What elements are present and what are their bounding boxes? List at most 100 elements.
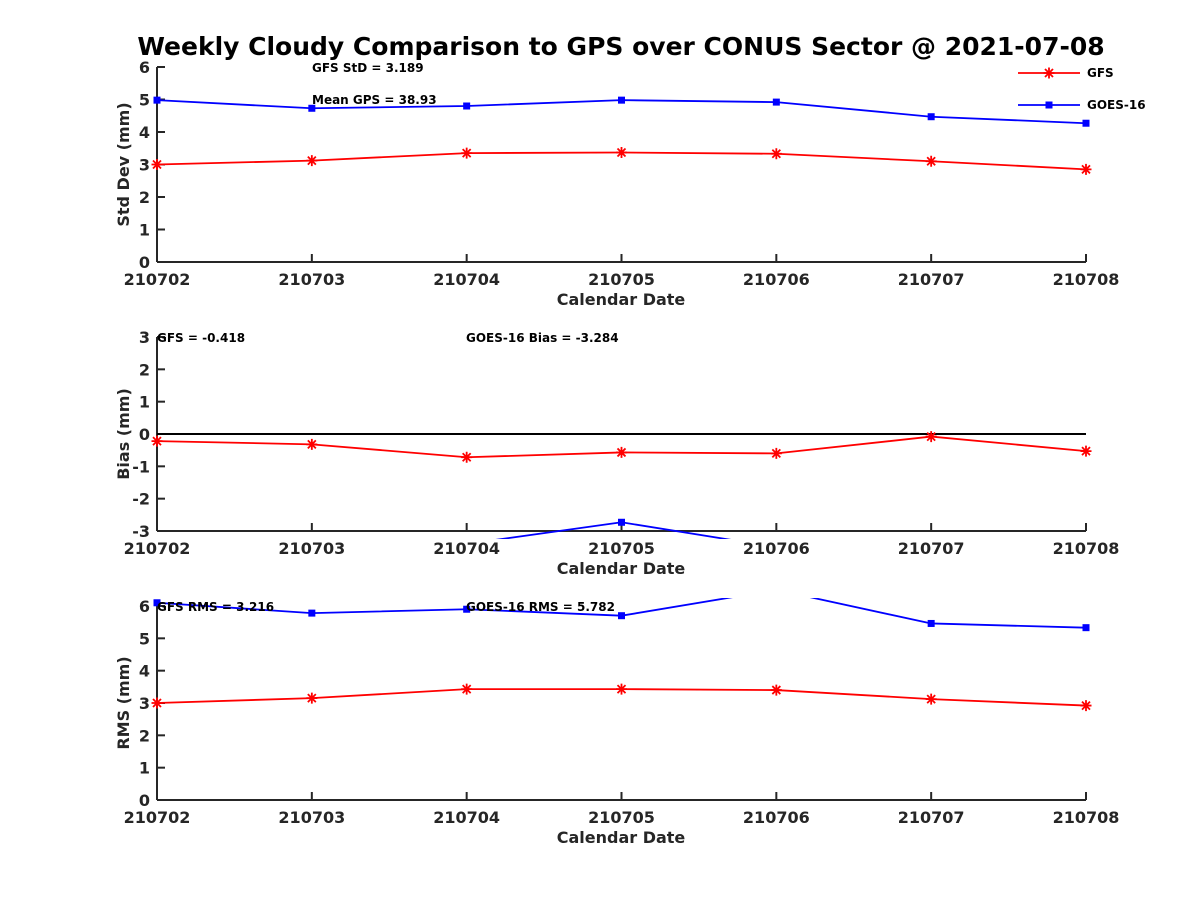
data-point [463, 605, 471, 613]
y-tick-label: 3 [139, 156, 150, 175]
data-point [770, 148, 782, 160]
data-point [925, 155, 937, 167]
x-axis-label: Calendar Date [557, 828, 686, 847]
x-tick-label: 210704 [433, 808, 500, 827]
y-tick-label: 4 [139, 662, 150, 681]
x-tick-label: 210706 [743, 539, 810, 558]
x-tick-label: 210703 [278, 808, 345, 827]
data-point [772, 98, 780, 106]
data-point [616, 146, 627, 158]
y-tick-label: 3 [139, 694, 150, 713]
legend: GFS GOES-16 [1018, 66, 1146, 112]
x-tick-label: 210702 [124, 539, 191, 558]
stat-annotation: GFS RMS = 3.216 [157, 600, 274, 614]
panel-2: -3 -2 -1 0 1 2 3 210702 210703 210704 210705 210706… [114, 328, 1119, 578]
data-point [618, 612, 625, 620]
data-point [306, 438, 318, 450]
series-goes-16 [495, 518, 732, 539]
legend-label: GFS [1087, 66, 1114, 80]
data-point [618, 518, 625, 526]
data-point [308, 609, 316, 617]
x-tick-label: 210702 [124, 270, 191, 289]
x-tick-label: 210705 [588, 270, 655, 289]
data-point [1082, 624, 1090, 632]
data-point [770, 684, 782, 696]
data-point [461, 683, 473, 695]
data-point [1082, 119, 1090, 127]
x-tick-label: 210703 [278, 270, 345, 289]
data-point [770, 447, 782, 459]
data-point [1080, 700, 1092, 712]
data-point [1080, 163, 1092, 175]
y-axis-label: Bias (mm) [114, 388, 133, 480]
data-point [461, 451, 473, 463]
x-tick-label: 210706 [743, 270, 810, 289]
y-tick-label: 1 [139, 759, 150, 778]
stat-annotation: GFS StD = 3.189 [312, 61, 424, 75]
stat-annotation: Mean GPS = 38.93 [312, 93, 437, 107]
chart-title: Weekly Cloudy Comparison to GPS over CON… [137, 32, 1104, 61]
y-tick-label: 2 [139, 188, 150, 207]
data-point [616, 683, 627, 695]
x-axis-label: Calendar Date [557, 290, 686, 309]
y-tick-label: 0 [139, 425, 150, 444]
y-tick-label: 1 [139, 221, 150, 240]
x-tick-label: 210702 [124, 808, 191, 827]
y-tick-label: 0 [139, 253, 150, 272]
x-tick-label: 210705 [588, 539, 655, 558]
x-tick-label: 210704 [433, 270, 500, 289]
data-point [151, 697, 163, 709]
x-tick-label: 210707 [898, 539, 965, 558]
data-point [153, 599, 161, 607]
data-point [1080, 445, 1092, 457]
x-axis-label: Calendar Date [557, 559, 686, 578]
data-point [461, 147, 473, 159]
x-tick-label: 210708 [1053, 270, 1120, 289]
series-goes-16 [153, 586, 1090, 632]
y-tick-label: 6 [139, 597, 150, 616]
series-line-goes-16 [156, 598, 1087, 629]
data-point [153, 96, 161, 104]
data-point [927, 113, 935, 121]
x-tick-label: 210703 [278, 539, 345, 558]
data-point [308, 104, 316, 112]
panel-1: 0 1 2 3 4 5 6 210702 210703 210704 210705 210706 210… [114, 58, 1119, 309]
y-tick-label: 2 [139, 726, 150, 745]
legend-marker [1045, 101, 1053, 109]
x-tick-label: 210708 [1053, 539, 1120, 558]
data-point [927, 619, 935, 627]
series-gfs [151, 431, 1092, 463]
data-point [773, 586, 780, 593]
panel-3: 0 1 2 3 4 5 6 210702 210703 210704 210705 210706 210… [114, 586, 1120, 847]
legend-marker [1043, 67, 1055, 79]
y-axis-label: RMS (mm) [114, 656, 133, 749]
stat-annotation: GOES-16 Bias = -3.284 [466, 331, 619, 345]
x-tick-label: 210705 [588, 808, 655, 827]
x-tick-label: 210706 [743, 808, 810, 827]
series-gfs [151, 683, 1092, 712]
y-tick-label: -1 [132, 457, 150, 476]
x-tick-label: 210707 [898, 808, 965, 827]
data-point [151, 435, 163, 447]
data-point [925, 431, 937, 443]
y-tick-label: 5 [139, 91, 150, 110]
data-point [618, 96, 625, 104]
y-tick-label: 5 [139, 629, 150, 648]
stat-annotation: GFS = -0.418 [157, 331, 245, 345]
legend-label: GOES-16 [1087, 98, 1146, 112]
y-tick-label: 0 [139, 791, 150, 810]
y-tick-label: 3 [139, 328, 150, 347]
y-axis-label: Std Dev (mm) [114, 102, 133, 226]
y-tick-label: -3 [132, 522, 150, 541]
data-point [616, 446, 627, 458]
x-tick-label: 210707 [898, 270, 965, 289]
x-tick-label: 210704 [433, 539, 500, 558]
y-tick-label: 6 [139, 58, 150, 77]
data-point [306, 692, 318, 704]
x-tick-label: 210708 [1053, 808, 1120, 827]
series-gfs [151, 146, 1092, 175]
data-point [306, 155, 318, 167]
y-tick-label: 1 [139, 393, 150, 412]
